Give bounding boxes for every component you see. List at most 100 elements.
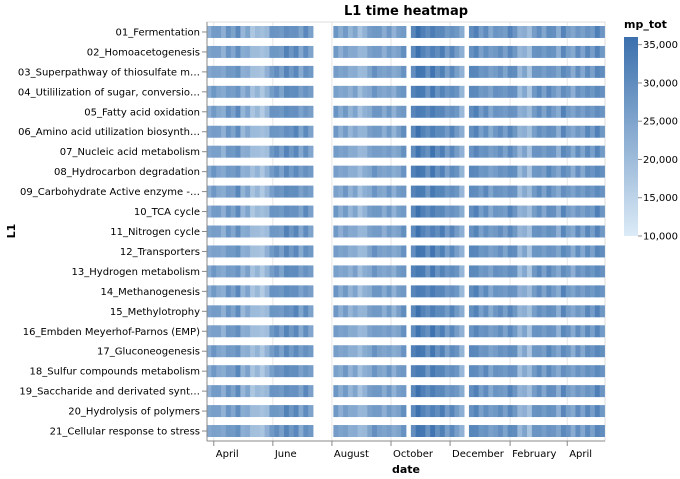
- heatmap-cell: [473, 45, 480, 58]
- heatmap-cell: [216, 25, 222, 38]
- heatmap-cell: [454, 225, 460, 238]
- heatmap-cell: [333, 165, 339, 178]
- heatmap-cell: [454, 165, 460, 178]
- heatmap-cell: [367, 45, 373, 58]
- heatmap-cell: [512, 305, 518, 318]
- heatmap-cell: [386, 185, 392, 198]
- heatmap-cell: [367, 405, 373, 418]
- heatmap-cell: [245, 205, 251, 218]
- heatmap-cell: [560, 285, 567, 298]
- heatmap-cell: [264, 385, 270, 398]
- heatmap-cell: [279, 405, 285, 418]
- heatmap-cell: [444, 65, 450, 78]
- heatmap-cell: [459, 425, 465, 438]
- x-axis-title: date: [392, 463, 420, 476]
- heatmap-cell: [269, 345, 275, 358]
- heatmap-cell: [298, 105, 304, 118]
- heatmap-cell: [391, 165, 397, 178]
- heatmap-cell: [367, 305, 373, 318]
- heatmap-cell: [230, 425, 236, 438]
- heatmap-cell: [283, 285, 290, 298]
- heatmap-cell: [269, 405, 275, 418]
- heatmap-cell: [298, 285, 304, 298]
- heatmap-cell: [527, 145, 533, 158]
- heatmap-cell: [274, 425, 280, 438]
- heatmap-cell: [594, 185, 601, 198]
- heatmap-cell: [225, 365, 232, 378]
- heatmap-cell: [206, 285, 212, 298]
- heatmap-cell: [468, 345, 475, 358]
- heatmap-cell: [269, 125, 275, 138]
- heatmap-cell: [565, 205, 572, 218]
- heatmap-cell: [372, 325, 378, 338]
- heatmap-cell: [288, 205, 295, 218]
- heatmap-cell: [367, 345, 373, 358]
- heatmap-cell: [599, 285, 605, 298]
- heatmap-cell: [575, 425, 581, 438]
- heatmap-cell: [425, 365, 431, 378]
- heatmap-cell: [565, 305, 572, 318]
- heatmap-cell: [269, 225, 275, 238]
- color-legend: mp_tot 10,00015,00020,00025,00030,00035,…: [624, 18, 678, 243]
- heatmap-cell: [254, 385, 261, 398]
- heatmap-cell: [425, 305, 431, 318]
- heatmap-cell: [439, 185, 446, 198]
- heatmap-cell: [560, 405, 567, 418]
- heatmap-cell: [343, 225, 349, 238]
- heatmap-cell: [522, 385, 528, 398]
- heatmap-cell: [274, 45, 280, 58]
- heatmap-cell: [338, 345, 344, 358]
- heatmap-cell: [293, 65, 299, 78]
- heatmap-cell: [240, 245, 246, 258]
- heatmap-cell: [250, 325, 256, 338]
- heatmap-cell: [367, 125, 373, 138]
- heatmap-cell: [585, 205, 591, 218]
- heatmap-cell: [225, 145, 232, 158]
- heatmap-cell: [264, 285, 270, 298]
- heatmap-cell: [221, 245, 227, 258]
- heatmap-cell: [372, 165, 378, 178]
- heatmap-cell: [308, 265, 314, 278]
- heatmap-cell: [531, 285, 538, 298]
- heatmap-cell: [551, 385, 557, 398]
- heatmap-cell: [425, 385, 431, 398]
- heatmap-cell: [254, 145, 261, 158]
- heatmap-cell: [512, 105, 518, 118]
- heatmap-cell: [570, 345, 576, 358]
- heatmap-cell: [279, 65, 285, 78]
- heatmap-cell: [338, 325, 344, 338]
- heatmap-cell: [269, 305, 275, 318]
- heatmap-cell: [410, 345, 417, 358]
- heatmap-cell: [565, 345, 572, 358]
- heatmap-cell: [459, 345, 465, 358]
- heatmap-cell: [497, 285, 504, 298]
- heatmap-cell: [269, 285, 275, 298]
- heatmap-cell: [250, 145, 256, 158]
- heatmap-cell: [594, 285, 601, 298]
- heatmap-cell: [264, 225, 270, 238]
- heatmap-cell: [240, 45, 246, 58]
- heatmap-cell: [580, 245, 586, 258]
- heatmap-cell: [541, 345, 547, 358]
- heatmap-cell: [343, 385, 349, 398]
- heatmap-cell: [473, 165, 480, 178]
- heatmap-cell: [240, 285, 246, 298]
- y-tick-label: 18_Sulfur compounds metabolism: [30, 367, 201, 378]
- y-tick-label: 09_Carbohydrate Active enzyme -…: [20, 187, 200, 198]
- heatmap-cell: [401, 45, 407, 58]
- heatmap-cell: [303, 25, 309, 38]
- heatmap-cell: [415, 425, 421, 438]
- heatmap-cell: [536, 385, 542, 398]
- heatmap-cell: [225, 345, 232, 358]
- heatmap-cell: [279, 125, 285, 138]
- heatmap-cell: [449, 385, 455, 398]
- heatmap-cell: [376, 45, 383, 58]
- heatmap-cell: [308, 45, 314, 58]
- heatmap-cell: [551, 265, 557, 278]
- heatmap-cell: [293, 145, 299, 158]
- heatmap-cell: [473, 245, 480, 258]
- heatmap-cell: [298, 125, 304, 138]
- heatmap-cell: [551, 205, 557, 218]
- heatmap-cell: [594, 405, 601, 418]
